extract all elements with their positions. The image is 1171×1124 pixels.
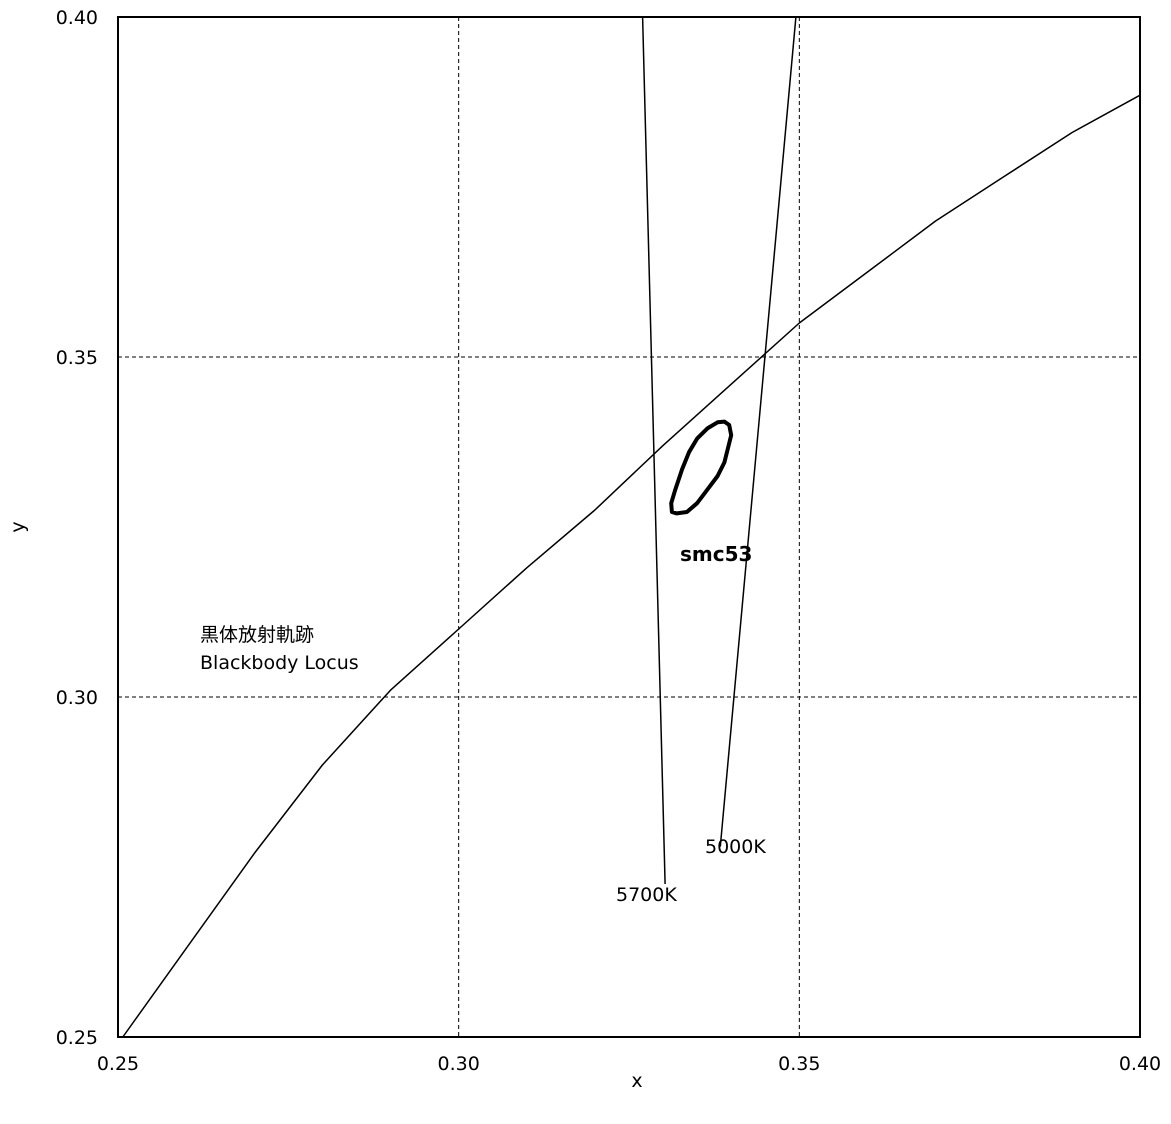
x-tick-label: 0.30	[438, 1053, 480, 1075]
y-tick-label: 0.25	[56, 1027, 98, 1049]
y-tick-label: 0.35	[56, 347, 98, 369]
series-5000k-line	[719, 16, 797, 847]
y-tick-label: 0.40	[56, 7, 98, 29]
y-axis-title: y	[7, 521, 29, 532]
cct-5700k-label: 5700K	[616, 884, 677, 906]
tick-labels: 0.25 0.30 0.35 0.40 0.25 0.30 0.35 0.40	[56, 7, 1161, 1075]
series-5700k-line	[641, 16, 666, 885]
x-tick-label: 0.40	[1119, 1053, 1161, 1075]
locus-label-japanese: 黒体放射軌跡	[200, 624, 314, 646]
sample-label: smc53	[680, 542, 752, 566]
x-tick-label: 0.25	[97, 1053, 139, 1075]
series-blackbody-locus-line	[122, 94, 1141, 1038]
grid-lines	[118, 17, 1140, 1037]
series-layer	[122, 16, 1141, 1038]
y-tick-label: 0.30	[56, 687, 98, 709]
cct-5000k-label: 5000K	[705, 836, 766, 858]
series-smc53-ellipse	[669, 419, 734, 516]
x-tick-label: 0.35	[778, 1053, 820, 1075]
locus-label-english: Blackbody Locus	[200, 652, 359, 674]
x-axis-title: x	[631, 1070, 642, 1092]
plot-area-frame	[117, 16, 1141, 1038]
